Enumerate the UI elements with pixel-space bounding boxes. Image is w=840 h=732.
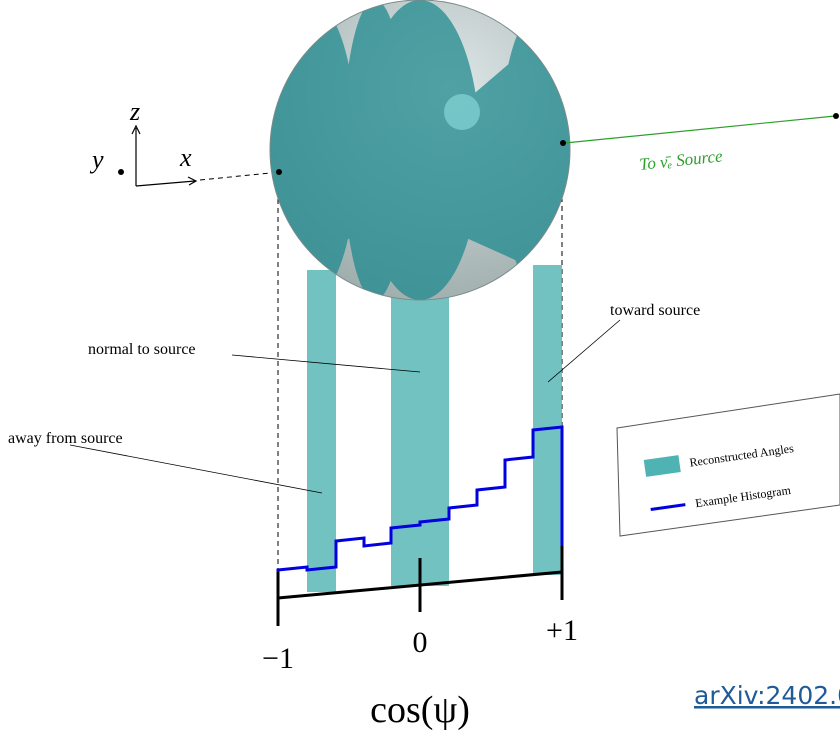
entry-dot	[276, 169, 282, 175]
tick-label: 0	[413, 626, 428, 659]
annotation-normal: normal to source	[88, 341, 196, 358]
angle-bands	[307, 265, 562, 592]
sphere	[267, 0, 580, 300]
y-dot	[118, 169, 124, 175]
source-dot	[833, 113, 839, 119]
axis-z: z	[129, 97, 140, 126]
exit-dot	[560, 140, 566, 146]
figure: To ν̄ₑ Source y z x toward source normal…	[0, 0, 840, 732]
tick-label: +1	[546, 614, 578, 647]
annotation-toward: toward source	[610, 302, 700, 319]
axis-label: cos(ψ)	[370, 689, 470, 731]
axis-y: y	[89, 145, 104, 174]
source-label: To ν̄ₑ Source	[638, 146, 723, 174]
legend: Reconstructed Angles Example Histogram	[617, 394, 840, 536]
annotation-away: away from source	[8, 430, 123, 447]
axis-x: x	[179, 143, 192, 172]
source-line	[565, 116, 835, 143]
arxiv-link[interactable]: arXiv:2402.01636	[694, 681, 840, 710]
tick-label: −1	[262, 642, 294, 675]
